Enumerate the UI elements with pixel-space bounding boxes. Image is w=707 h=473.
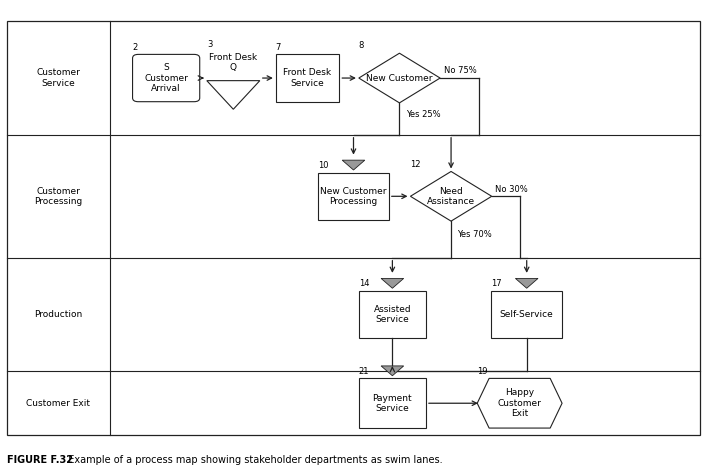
Polygon shape	[477, 378, 562, 428]
Text: Yes 25%: Yes 25%	[407, 110, 441, 119]
Text: Assisted
Service: Assisted Service	[373, 305, 411, 324]
Text: S
Customer
Arrival: S Customer Arrival	[144, 63, 188, 93]
Text: 21: 21	[359, 367, 369, 376]
Text: Example of a process map showing stakeholder departments as swim lanes.: Example of a process map showing stakeho…	[62, 455, 442, 465]
Text: New Customer: New Customer	[366, 73, 433, 83]
Text: Front Desk
Q: Front Desk Q	[209, 53, 257, 72]
Text: New Customer
Processing: New Customer Processing	[320, 186, 387, 206]
Polygon shape	[515, 279, 538, 288]
Polygon shape	[342, 160, 365, 170]
Text: No 75%: No 75%	[444, 66, 477, 76]
Text: Production: Production	[34, 310, 83, 319]
Bar	[491, 291, 562, 338]
Text: Payment
Service: Payment Service	[373, 394, 412, 413]
Polygon shape	[410, 172, 492, 221]
Text: 14: 14	[359, 279, 369, 288]
Text: Customer Exit: Customer Exit	[26, 399, 90, 408]
Text: Yes 70%: Yes 70%	[457, 230, 491, 239]
Text: Self-Service: Self-Service	[500, 310, 554, 319]
Text: No 30%: No 30%	[496, 184, 528, 194]
Polygon shape	[381, 279, 404, 288]
Text: Front Desk
Service: Front Desk Service	[284, 68, 332, 88]
Bar	[318, 173, 389, 220]
Text: 7: 7	[276, 43, 281, 52]
Text: 17: 17	[491, 279, 502, 288]
FancyBboxPatch shape	[133, 54, 199, 102]
Text: 3: 3	[207, 40, 212, 49]
Text: Customer
Service: Customer Service	[36, 68, 81, 88]
Polygon shape	[207, 80, 260, 109]
Bar	[7, 21, 700, 435]
Polygon shape	[358, 53, 440, 103]
Bar	[276, 54, 339, 102]
Text: Customer
Processing: Customer Processing	[34, 186, 83, 206]
Polygon shape	[381, 366, 404, 376]
Bar	[359, 291, 426, 338]
Text: Happy
Customer
Exit: Happy Customer Exit	[498, 388, 542, 418]
Bar	[359, 378, 426, 428]
Text: FIGURE F.32: FIGURE F.32	[7, 455, 73, 465]
Text: 8: 8	[358, 41, 364, 51]
Text: 10: 10	[318, 161, 329, 170]
Text: 12: 12	[410, 159, 421, 169]
Text: Need
Assistance: Need Assistance	[427, 186, 475, 206]
Text: 19: 19	[477, 367, 488, 376]
Text: 2: 2	[133, 43, 138, 52]
